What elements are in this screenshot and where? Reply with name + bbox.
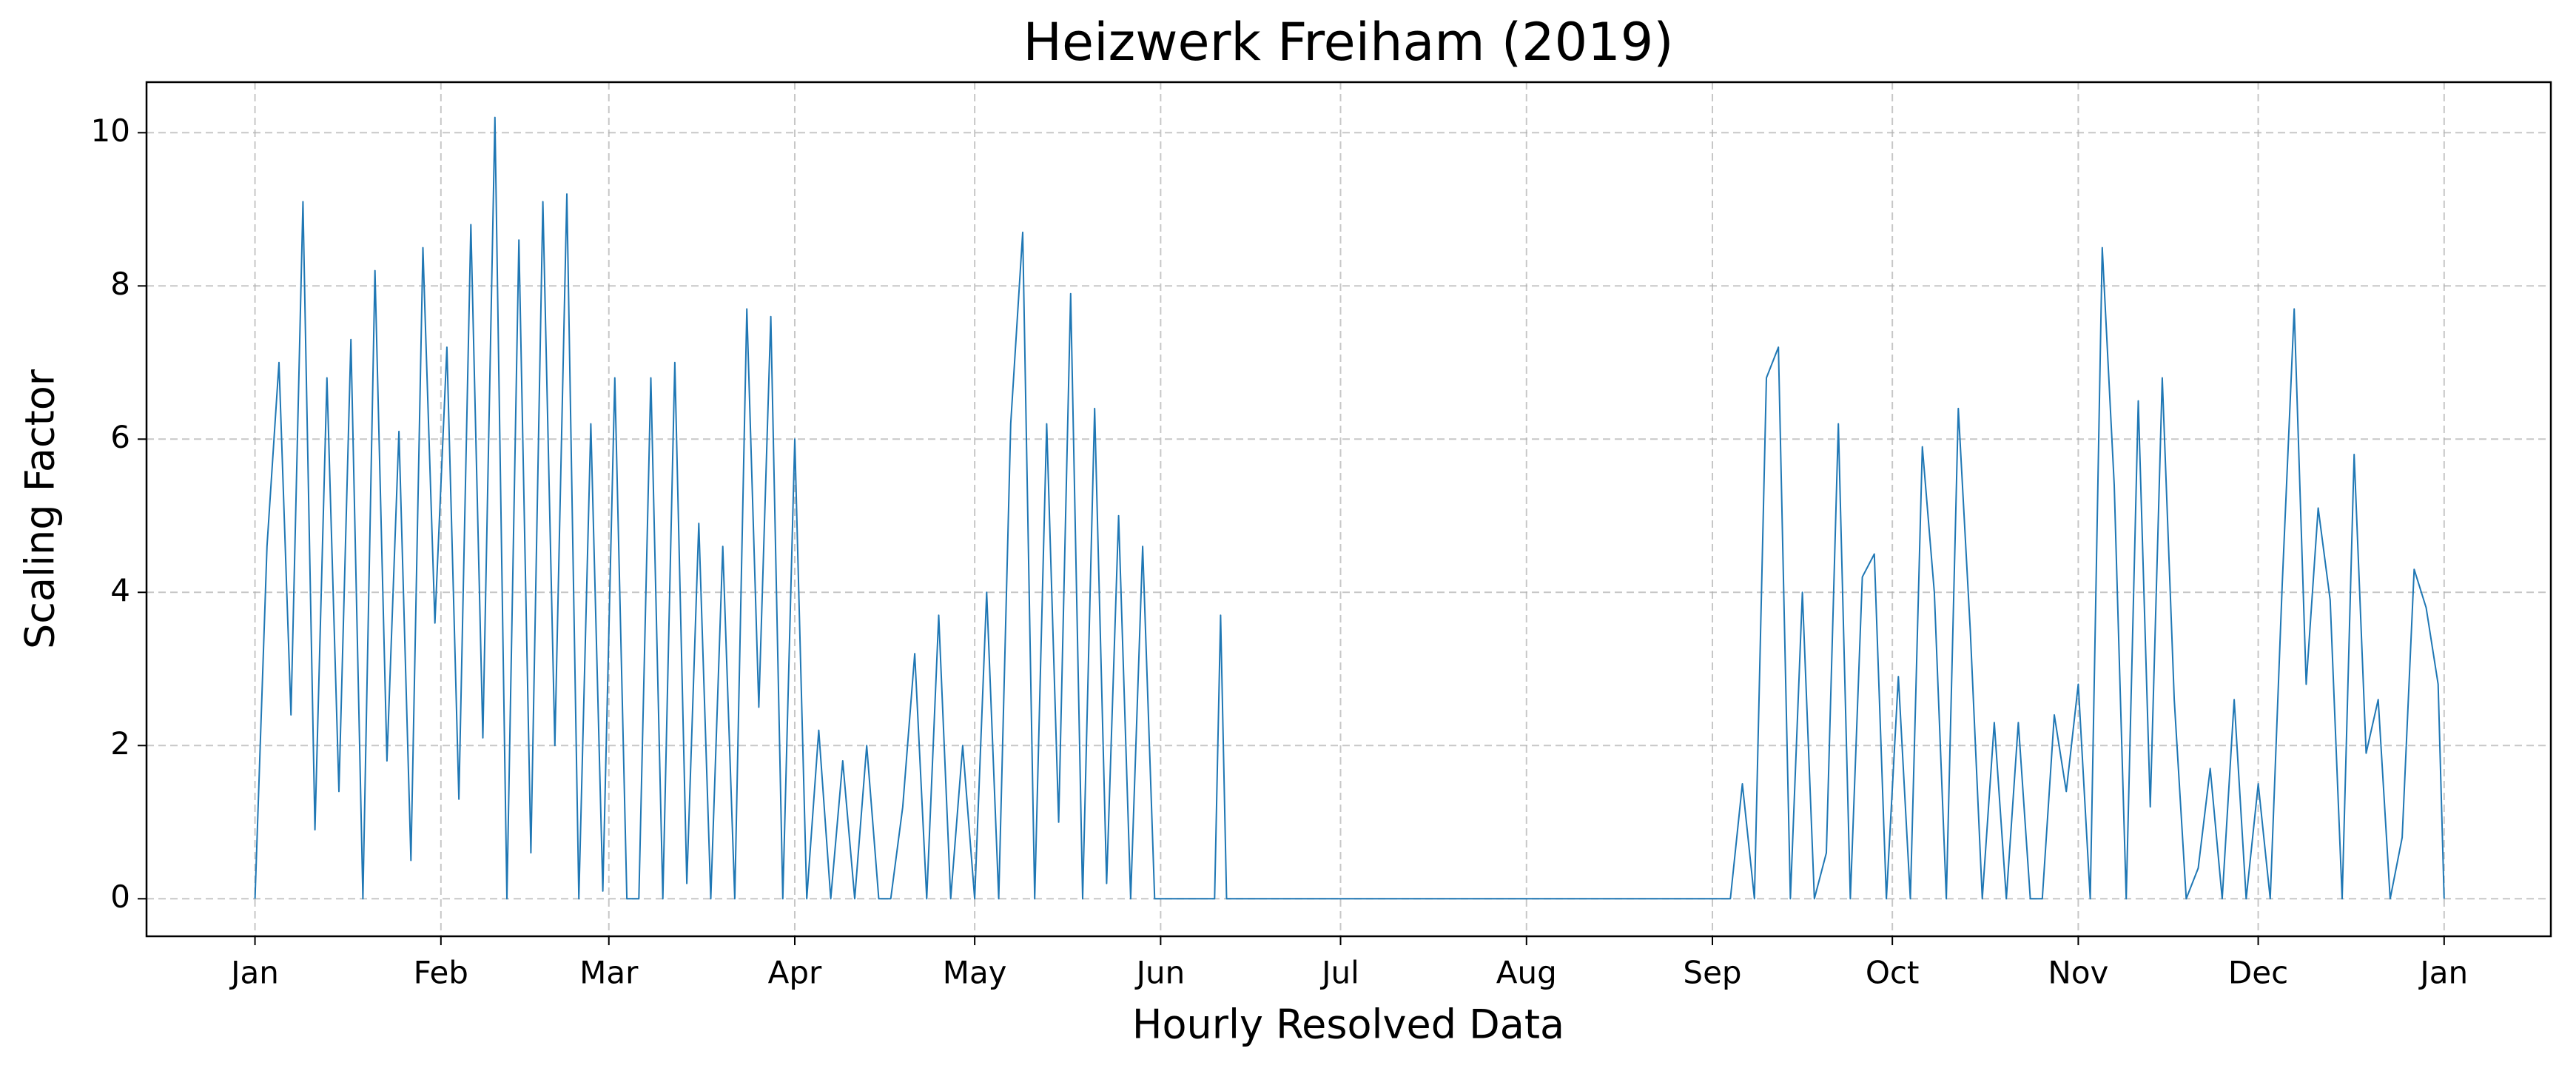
y-tick-label: 0	[110, 879, 130, 915]
x-tick-label: Feb	[414, 955, 468, 991]
y-tick-label: 10	[91, 113, 130, 149]
x-tick-label: May	[943, 955, 1007, 991]
x-tick-label: Jul	[1319, 955, 1359, 991]
x-tick-label: Aug	[1496, 955, 1557, 991]
y-tick-label: 8	[110, 266, 130, 302]
y-tick-label: 2	[110, 725, 130, 762]
x-tick-label: Oct	[1866, 955, 1920, 991]
x-tick-label: Sep	[1683, 955, 1741, 991]
x-tick-label: Dec	[2228, 955, 2288, 991]
x-tick-label: Jun	[1134, 955, 1186, 991]
x-tick-label: Nov	[2048, 955, 2108, 991]
y-axis-label: Scaling Factor	[17, 369, 64, 649]
x-tick-label: Jan	[2418, 955, 2468, 991]
x-tick-label: Jan	[229, 955, 279, 991]
data-line	[254, 116, 2445, 900]
chart-title: Heizwerk Freiham (2019)	[1023, 12, 1673, 73]
x-tick-label: Mar	[579, 955, 639, 991]
y-tick-label: 6	[110, 419, 130, 455]
plot-frame	[145, 81, 2552, 938]
x-tick-label: Apr	[768, 955, 822, 991]
x-axis-label: Hourly Resolved Data	[1132, 1001, 1564, 1048]
y-tick-label: 4	[110, 572, 130, 608]
